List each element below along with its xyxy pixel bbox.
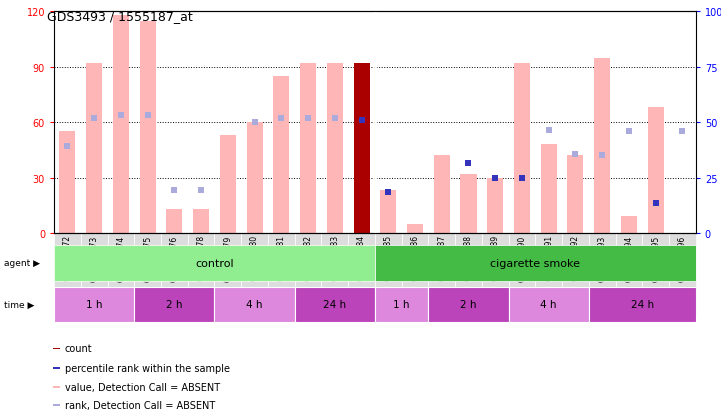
Bar [647, 108, 663, 233]
Bar [107, 233, 134, 317]
Text: 4 h: 4 h [541, 299, 557, 310]
Bar [86, 64, 102, 233]
Bar [81, 233, 107, 317]
Bar [59, 132, 76, 233]
Text: percentile rank within the sample: percentile rank within the sample [65, 363, 230, 373]
Bar [300, 64, 316, 233]
Bar [487, 178, 503, 233]
Bar [54, 287, 134, 322]
Bar [428, 287, 508, 322]
Bar [53, 348, 61, 349]
Bar [375, 246, 696, 281]
Bar [380, 191, 397, 233]
Bar [482, 233, 508, 317]
Bar [53, 387, 61, 388]
Bar [161, 233, 187, 317]
Text: value, Detection Call = ABSENT: value, Detection Call = ABSENT [65, 382, 220, 392]
Bar [193, 209, 209, 233]
Bar [616, 233, 642, 317]
Bar [140, 21, 156, 233]
Bar [215, 287, 295, 322]
Text: GDS3493 / 1555187_at: GDS3493 / 1555187_at [47, 10, 193, 23]
Text: 24 h: 24 h [323, 299, 346, 310]
Bar [167, 209, 182, 233]
Text: 24 h: 24 h [631, 299, 654, 310]
Bar [567, 156, 583, 233]
Bar [295, 233, 322, 317]
Text: cigarette smoke: cigarette smoke [490, 258, 580, 268]
Bar [514, 64, 530, 233]
Bar [594, 58, 610, 233]
Bar [327, 64, 342, 233]
Bar [247, 123, 262, 233]
Bar [407, 224, 423, 233]
Text: 2 h: 2 h [460, 299, 477, 310]
Text: 1 h: 1 h [394, 299, 410, 310]
Bar [273, 77, 289, 233]
Bar [187, 233, 214, 317]
Text: agent ▶: agent ▶ [4, 259, 40, 268]
Bar [434, 156, 450, 233]
Text: time ▶: time ▶ [4, 300, 34, 309]
Bar [375, 233, 402, 317]
Bar [53, 404, 61, 406]
Bar [589, 287, 696, 322]
Bar [322, 233, 348, 317]
Text: 1 h: 1 h [86, 299, 102, 310]
Bar [428, 233, 455, 317]
Bar [461, 174, 477, 233]
Text: control: control [195, 258, 234, 268]
Bar [113, 16, 129, 233]
Bar [535, 233, 562, 317]
Bar [295, 287, 375, 322]
Text: 2 h: 2 h [166, 299, 182, 310]
Bar [348, 233, 375, 317]
Bar [353, 64, 370, 233]
Bar [589, 233, 616, 317]
Bar [54, 246, 375, 281]
Bar [214, 233, 242, 317]
Bar [53, 368, 61, 369]
Bar [134, 233, 161, 317]
Bar [220, 136, 236, 233]
Bar [621, 217, 637, 233]
Bar [562, 233, 589, 317]
Bar [54, 233, 81, 317]
Bar [134, 287, 215, 322]
Bar [508, 233, 535, 317]
Text: count: count [65, 344, 92, 354]
Text: 4 h: 4 h [247, 299, 263, 310]
Bar [669, 233, 696, 317]
Bar [268, 233, 295, 317]
Bar [402, 233, 428, 317]
Bar [375, 287, 428, 322]
Bar [541, 145, 557, 233]
Bar [642, 233, 669, 317]
Bar [508, 287, 589, 322]
Bar [242, 233, 268, 317]
Bar [455, 233, 482, 317]
Text: rank, Detection Call = ABSENT: rank, Detection Call = ABSENT [65, 400, 215, 410]
